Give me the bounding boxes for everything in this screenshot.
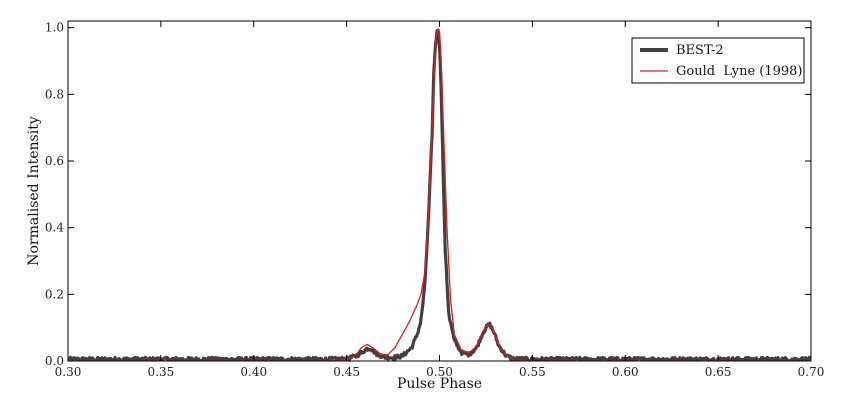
y-tick-label-3: 0.6	[45, 154, 64, 168]
y-tick-label-1: 0.2	[45, 287, 64, 301]
legend-label-best-2: BEST-2	[676, 43, 724, 58]
x-tick-label-2: 0.40	[240, 365, 267, 379]
x-tick-label-3: 0.45	[333, 365, 360, 379]
series-layer	[68, 28, 811, 361]
legend-box	[631, 37, 805, 84]
y-tick-label-0: 0.0	[45, 354, 64, 368]
y-axis-label: Normalised Intensity	[26, 116, 42, 266]
y-tick-label-4: 0.8	[45, 87, 64, 101]
series-line-best-2	[68, 28, 811, 361]
y-axis: 0.0 0.2 0.4 0.6 0.8 1.0	[45, 21, 811, 368]
x-tick-label-6: 0.60	[612, 365, 639, 379]
x-axis: 0.30 0.35 0.40 0.45 0.50 0.55 0.60 0.65 0.70	[55, 21, 825, 379]
x-tick-label-4: 0.50	[426, 365, 453, 379]
x-tick-label-5: 0.55	[519, 365, 546, 379]
x-axis-label: Pulse Phase	[397, 376, 482, 392]
x-tick-label-1: 0.35	[148, 365, 175, 379]
legend: BEST-2 Gould Lyne (1998)	[631, 37, 805, 84]
x-tick-label-7: 0.65	[705, 365, 732, 379]
y-tick-label-2: 0.4	[45, 221, 64, 235]
x-tick-label-0: 0.30	[55, 365, 82, 379]
x-tick-label-8: 0.70	[798, 365, 825, 379]
series-line-gould-lyne	[68, 28, 811, 361]
y-tick-label-5: 1.0	[45, 21, 64, 35]
legend-label-gould-lyne: Gould Lyne (1998)	[676, 64, 803, 79]
